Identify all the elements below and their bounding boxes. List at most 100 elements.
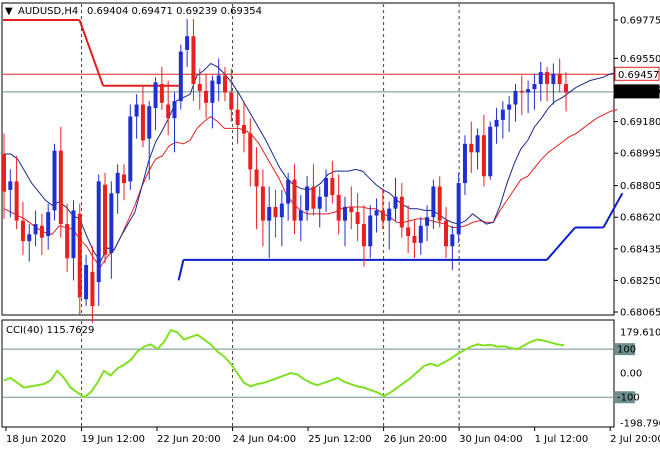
- candle-body: [469, 143, 474, 153]
- candle-body: [317, 196, 322, 209]
- price-tick-label: 0.68065: [620, 308, 660, 319]
- candle-body: [406, 227, 411, 237]
- candle-body: [14, 181, 19, 221]
- candle-body: [27, 234, 32, 242]
- candle-body: [223, 75, 228, 93]
- candle-body: [513, 90, 518, 105]
- candle-body: [292, 179, 297, 221]
- candle-body: [412, 236, 417, 243]
- cci-level-badge: [615, 391, 635, 404]
- candle-body: [52, 150, 57, 211]
- candle-body: [279, 203, 284, 218]
- candle-body: [204, 90, 209, 103]
- candle-body: [324, 177, 329, 197]
- candle-body: [235, 109, 240, 126]
- candle-body: [431, 186, 436, 218]
- candle-body: [46, 212, 51, 237]
- candle-body: [481, 135, 486, 177]
- candle-body: [399, 196, 404, 228]
- support-line: [177, 259, 185, 281]
- candle-body: [286, 179, 291, 204]
- price-tick-label: 0.68435: [620, 244, 660, 255]
- candle-body: [387, 208, 392, 221]
- candle-body: [374, 210, 379, 216]
- cci-level-badge: [615, 343, 635, 356]
- candle-body: [355, 212, 360, 225]
- candle-body: [267, 206, 272, 221]
- cci-level-label: -100: [617, 393, 640, 404]
- cci-level-label: 100: [617, 345, 636, 356]
- price-badge: [614, 66, 660, 81]
- candle-body: [128, 116, 133, 182]
- candle-body: [166, 104, 171, 119]
- candle-body: [121, 174, 126, 184]
- candle-body: [475, 135, 480, 153]
- candle-body: [305, 186, 310, 211]
- candle-body: [393, 196, 398, 209]
- candle-body: [564, 84, 568, 93]
- candle-body: [330, 177, 335, 196]
- candle-body: [349, 206, 354, 213]
- candle-body: [418, 225, 423, 243]
- candle-body: [494, 119, 499, 127]
- ohlc-values: 0.69404 0.69471 0.69239 0.69354: [87, 6, 262, 17]
- candle-body: [311, 186, 316, 209]
- candle-body: [103, 184, 108, 255]
- candle-body: [507, 104, 512, 110]
- axes-layer: 0.697750.695500.693650.691800.689950.688…: [5, 16, 660, 445]
- candle-body: [216, 75, 221, 85]
- price-badge-label: 0.69457: [618, 70, 659, 81]
- candle-body: [450, 234, 455, 247]
- candle-body: [8, 181, 13, 190]
- cci-axis-label: -198.7904: [620, 419, 660, 430]
- price-badge: [614, 84, 660, 99]
- candle-body: [96, 181, 101, 283]
- cci-line: [3, 328, 565, 399]
- candle-body: [437, 186, 442, 221]
- candle-body: [532, 84, 537, 90]
- price-badge-label: 0.69354: [618, 87, 659, 98]
- candle-body: [254, 169, 259, 187]
- time-label: 30 Jun 04:00: [459, 434, 523, 445]
- time-label: 18 Jun 2020: [6, 434, 66, 445]
- price-tick-label: 0.69180: [620, 117, 660, 128]
- candle-body: [84, 265, 89, 300]
- candle-body: [77, 213, 82, 298]
- candle-body: [380, 210, 385, 221]
- cci-label: CCI(40) 115.7629: [6, 325, 94, 336]
- candle-body: [197, 84, 202, 91]
- time-label: 25 Jun 12:00: [308, 434, 372, 445]
- candle-body: [153, 82, 158, 108]
- candle-body: [248, 133, 253, 170]
- candle-body: [368, 215, 373, 247]
- candle-body: [336, 195, 341, 221]
- price-tick-label: 0.69775: [620, 16, 660, 27]
- candle-body: [260, 186, 265, 221]
- candle-body: [134, 104, 139, 117]
- time-label: 22 Jun 20:00: [157, 434, 221, 445]
- cci-axis-label: 0.00: [620, 369, 642, 380]
- candle-body: [210, 80, 215, 103]
- time-label: 24 Jun 04:00: [233, 434, 297, 445]
- price-tick-label: 0.68805: [620, 181, 660, 192]
- candle-body: [298, 210, 303, 221]
- candle-body: [191, 36, 196, 85]
- candle-body: [425, 217, 430, 226]
- candle-body: [109, 193, 114, 254]
- trend-levels-layer: [3, 19, 624, 281]
- candle-body: [273, 206, 278, 218]
- time-label: 19 Jun 12:00: [82, 434, 146, 445]
- candle-body: [229, 92, 234, 110]
- candle-body: [361, 224, 366, 247]
- candle-body: [444, 220, 449, 247]
- candle-body: [519, 90, 524, 93]
- candle-body: [557, 73, 562, 85]
- time-label: 2 Jul 20:00: [610, 434, 660, 445]
- indicator-pane-frame: [1, 319, 615, 428]
- candle-body: [65, 224, 70, 259]
- candle-body: [462, 143, 467, 184]
- candle-body: [538, 72, 543, 85]
- candle-body: [545, 72, 550, 85]
- candle-body: [147, 106, 152, 139]
- header-arrow-icon: ▼: [5, 6, 13, 17]
